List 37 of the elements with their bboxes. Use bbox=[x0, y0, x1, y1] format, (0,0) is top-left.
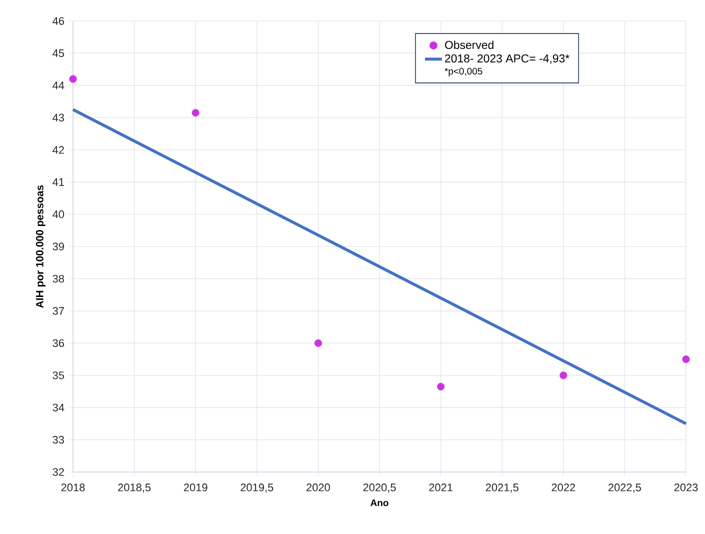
y-tick-label: 32 bbox=[52, 468, 64, 476]
y-tick-label: 34 bbox=[52, 404, 64, 412]
point bbox=[560, 372, 568, 380]
legend-label: Observed bbox=[445, 40, 494, 49]
y-tick-label: 42 bbox=[52, 146, 64, 154]
x-tick-label: 2019 bbox=[184, 484, 208, 492]
x-tick-label: 2021,5 bbox=[486, 484, 518, 493]
y-tick-label: 36 bbox=[52, 339, 64, 348]
x-tick-label: 2022 bbox=[552, 484, 576, 492]
y-tick-label: 46 bbox=[52, 17, 64, 25]
y-tick-label: 35 bbox=[52, 371, 64, 380]
annotation: *p<0,005 bbox=[444, 68, 482, 76]
x-tick-label: 2018,5 bbox=[118, 484, 151, 493]
x-tick-label: 2018 bbox=[61, 484, 85, 492]
y-tick-label: 40 bbox=[52, 210, 64, 218]
x-tick-label: 2021 bbox=[429, 484, 452, 492]
y-tick-label: 33 bbox=[52, 436, 64, 444]
x-tick-label: 2020,5 bbox=[363, 484, 396, 493]
y-tick-label: 38 bbox=[52, 274, 64, 283]
x-tick-label: 2023 bbox=[674, 484, 698, 492]
legend-label: 2018- 2023 APC= -4,93* bbox=[445, 54, 570, 64]
y-axis-title: AIH por 100.000 pessoas bbox=[36, 185, 46, 308]
x-axis-title: Ano bbox=[370, 500, 388, 506]
point bbox=[314, 339, 322, 347]
y-tick-label: 39 bbox=[52, 242, 64, 250]
y-tick-label: 44 bbox=[52, 82, 64, 90]
y-tick-label: 41 bbox=[52, 178, 64, 186]
x-tick-label: 2022,5 bbox=[608, 484, 641, 493]
point bbox=[437, 382, 445, 390]
x-tick-label: 2019,5 bbox=[240, 484, 274, 493]
point bbox=[192, 109, 200, 117]
y-tick-label: 37 bbox=[52, 307, 64, 315]
point bbox=[682, 355, 690, 364]
x-tick-label: 2020 bbox=[306, 484, 330, 492]
point bbox=[69, 75, 77, 83]
y-tick-label: 43 bbox=[52, 114, 64, 122]
y-tick-label: 45 bbox=[52, 49, 64, 58]
